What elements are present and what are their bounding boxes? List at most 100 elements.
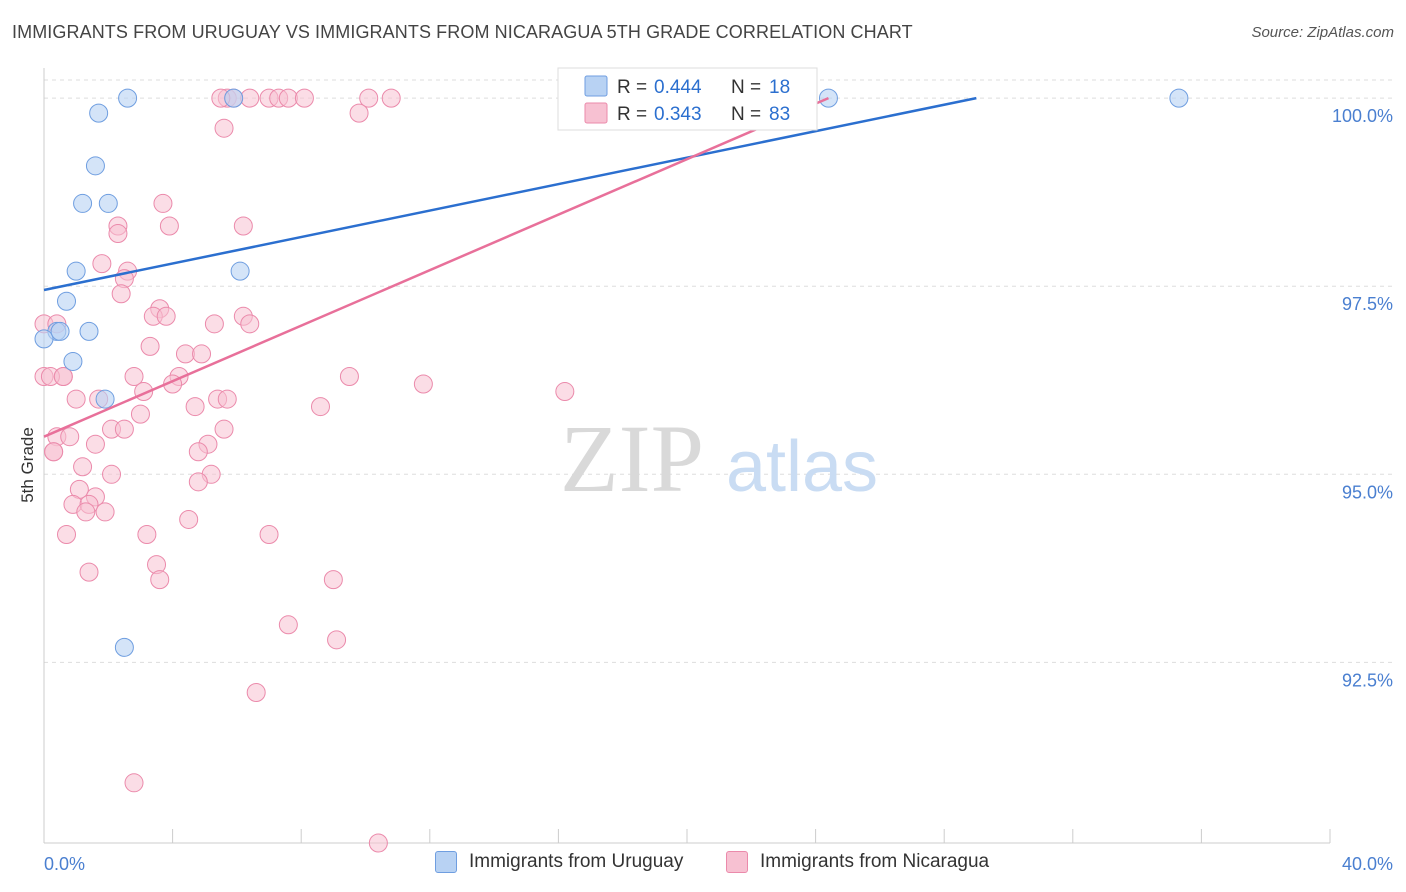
nicaragua-point bbox=[259, 525, 279, 545]
nicaragua-point bbox=[140, 336, 160, 356]
uruguay-point bbox=[114, 637, 134, 657]
legend-label-nicaragua: Immigrants from Nicaragua bbox=[760, 851, 990, 872]
legend-item-nicaragua: Immigrants from Nicaragua bbox=[726, 851, 989, 873]
y-tick-label: 92.5% bbox=[1342, 670, 1393, 690]
uruguay-point bbox=[118, 88, 138, 108]
nicaragua-point bbox=[294, 88, 314, 108]
nicaragua-point bbox=[73, 457, 93, 477]
nicaragua-point bbox=[188, 472, 208, 492]
nicaragua-point bbox=[156, 306, 176, 326]
nicaragua-point bbox=[53, 366, 73, 386]
nicaragua-point bbox=[204, 314, 224, 334]
nicaragua-point bbox=[102, 464, 122, 484]
nicaragua-point bbox=[359, 88, 379, 108]
legend-r-label-uruguay: R = bbox=[617, 77, 647, 98]
legend-r-value-uruguay: 0.444 bbox=[654, 77, 702, 98]
nicaragua-point bbox=[192, 344, 212, 364]
nicaragua-point bbox=[124, 366, 144, 386]
tick-labels: 100.0% 97.5% 95.0% 92.5% 0.0% 40.0% bbox=[44, 106, 1393, 874]
nicaragua-point bbox=[124, 773, 144, 793]
nicaragua-point bbox=[79, 562, 99, 582]
nicaragua-point bbox=[214, 118, 234, 138]
legend-item-uruguay: Immigrants from Uruguay bbox=[435, 851, 683, 873]
watermark: ZIP atlas bbox=[560, 405, 878, 512]
nicaragua-point bbox=[323, 570, 343, 590]
bottom-legend: Immigrants from Uruguay Immigrants from … bbox=[0, 851, 1406, 879]
nicaragua-point bbox=[349, 103, 369, 123]
nicaragua-point bbox=[188, 442, 208, 462]
grid-lines bbox=[44, 79, 1396, 663]
nicaragua-point bbox=[240, 314, 260, 334]
uruguay-points bbox=[34, 88, 1189, 657]
watermark-zip: ZIP bbox=[560, 405, 704, 512]
y-axis-label: 5th Grade bbox=[18, 427, 37, 503]
uruguay-point bbox=[66, 261, 86, 281]
nicaragua-point bbox=[85, 434, 105, 454]
nicaragua-point bbox=[381, 88, 401, 108]
legend-n-value-nicaragua: 83 bbox=[769, 104, 790, 125]
nicaragua-point bbox=[246, 683, 266, 703]
nicaragua-point bbox=[66, 389, 86, 409]
y-tick-label: 95.0% bbox=[1342, 482, 1393, 502]
nicaragua-point bbox=[339, 366, 359, 386]
x-tick-label: 0.0% bbox=[44, 854, 85, 874]
uruguay-trend-line bbox=[43, 96, 977, 292]
nicaragua-point bbox=[108, 224, 128, 244]
uruguay-point bbox=[98, 193, 118, 213]
nicaragua-point bbox=[240, 88, 260, 108]
y-tick-label: 97.5% bbox=[1342, 294, 1393, 314]
nicaragua-point bbox=[175, 344, 195, 364]
nicaragua-point bbox=[153, 193, 173, 213]
chart-title: IMMIGRANTS FROM URUGUAY VS IMMIGRANTS FR… bbox=[12, 22, 913, 42]
nicaragua-point bbox=[137, 525, 157, 545]
legend-r-value-nicaragua: 0.343 bbox=[654, 104, 702, 125]
nicaragua-point bbox=[233, 216, 253, 236]
axes bbox=[43, 68, 1331, 844]
uruguay-point bbox=[57, 291, 77, 311]
nicaragua-trend-line bbox=[43, 96, 829, 438]
legend-swatch-nicaragua bbox=[584, 102, 608, 124]
x-tick-label: 40.0% bbox=[1342, 854, 1393, 874]
nicaragua-point bbox=[159, 216, 179, 236]
trend-lines bbox=[43, 96, 977, 438]
nicaragua-point bbox=[555, 382, 575, 402]
legend-swatch-nicaragua-bottom bbox=[726, 851, 748, 873]
nicaragua-point bbox=[57, 525, 77, 545]
nicaragua-point bbox=[44, 442, 64, 462]
nicaragua-point bbox=[92, 254, 112, 274]
uruguay-point bbox=[85, 156, 105, 176]
legend-n-label-nicaragua: N = bbox=[731, 104, 761, 125]
nicaragua-point bbox=[278, 615, 298, 635]
y-tick-label: 100.0% bbox=[1332, 106, 1393, 126]
legend-n-label-uruguay: N = bbox=[731, 77, 761, 98]
stats-legend: R = 0.444 N = 18 R = 0.343 N = 83 bbox=[557, 67, 818, 131]
legend-swatch-uruguay-bottom bbox=[435, 851, 457, 873]
watermark-atlas: atlas bbox=[726, 427, 878, 507]
nicaragua-point bbox=[111, 284, 131, 304]
uruguay-point bbox=[230, 261, 250, 281]
uruguay-point bbox=[34, 329, 54, 349]
nicaragua-point bbox=[310, 397, 330, 417]
nicaragua-point bbox=[278, 88, 298, 108]
uruguay-point bbox=[63, 351, 83, 371]
uruguay-point bbox=[89, 103, 109, 123]
uruguay-point bbox=[224, 88, 244, 108]
legend-label-uruguay: Immigrants from Uruguay bbox=[469, 851, 684, 872]
nicaragua-point bbox=[95, 502, 115, 522]
nicaragua-point bbox=[327, 630, 347, 650]
nicaragua-point bbox=[217, 389, 237, 409]
uruguay-point bbox=[1169, 88, 1189, 108]
nicaragua-point bbox=[60, 427, 80, 447]
nicaragua-point bbox=[413, 374, 433, 394]
uruguay-point bbox=[79, 321, 99, 341]
legend-r-label-nicaragua: R = bbox=[617, 104, 647, 125]
uruguay-point bbox=[73, 193, 93, 213]
nicaragua-point bbox=[214, 419, 234, 439]
nicaragua-point bbox=[150, 570, 170, 590]
nicaragua-point bbox=[130, 404, 150, 424]
nicaragua-point bbox=[114, 419, 134, 439]
nicaragua-point bbox=[179, 509, 199, 529]
uruguay-point bbox=[95, 389, 115, 409]
nicaragua-point bbox=[185, 397, 205, 417]
